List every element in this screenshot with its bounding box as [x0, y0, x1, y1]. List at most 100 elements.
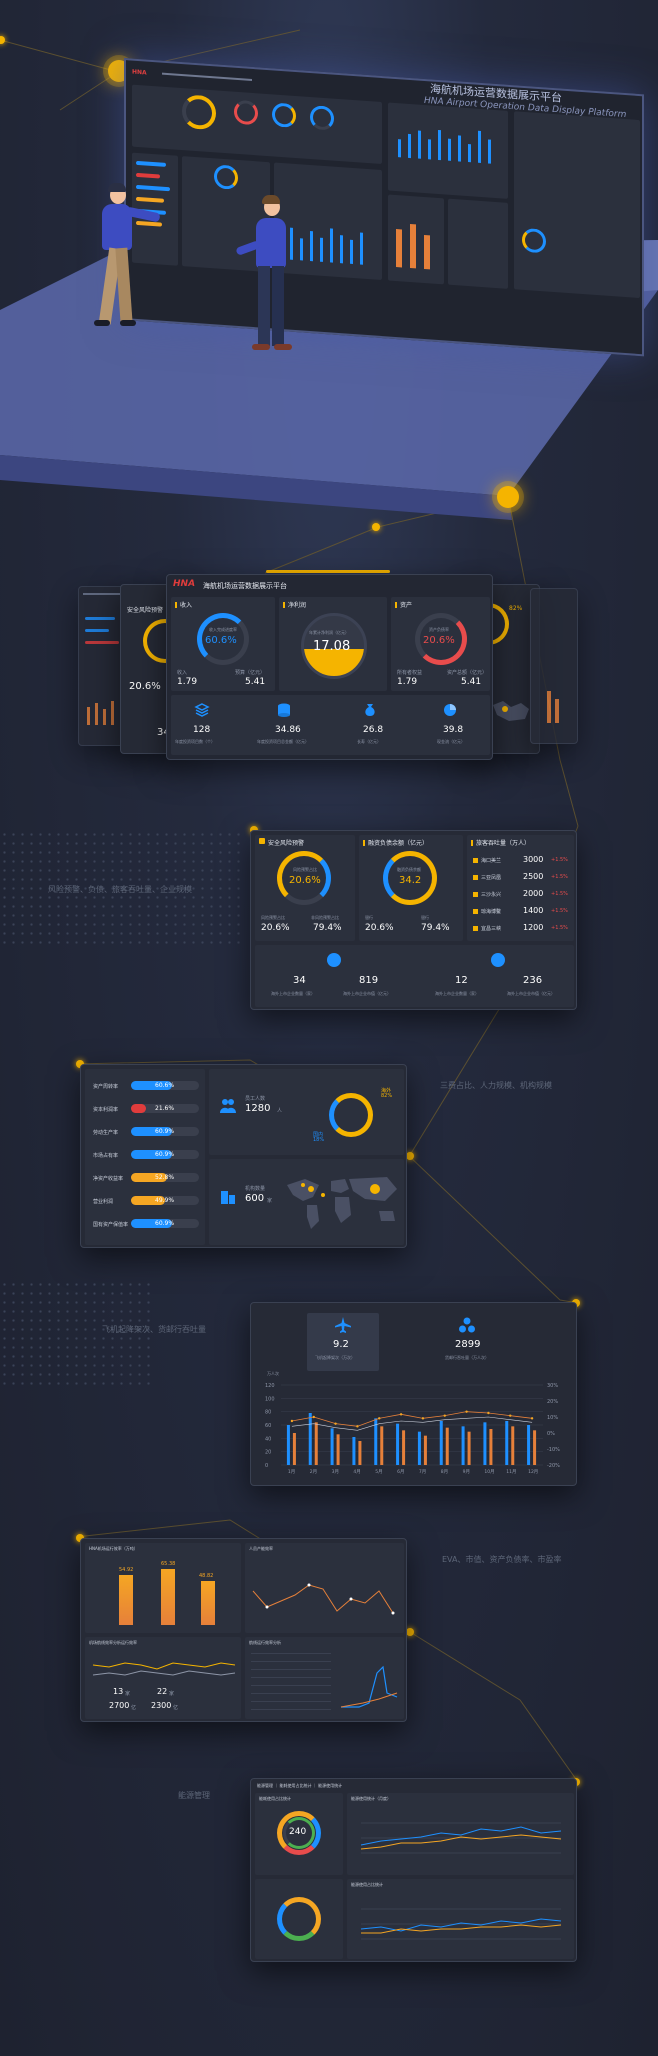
globe-icon	[327, 953, 341, 967]
ratio-label: 国有资产保值率	[93, 1222, 129, 1228]
line-point	[465, 1410, 468, 1413]
airport-change: +1.5%	[551, 874, 568, 880]
main-title: 海航机场运营数据展示平台	[203, 582, 287, 590]
ratio-fill	[131, 1150, 172, 1159]
risk-a-value: 20.6%	[261, 923, 290, 933]
y-tick-right: -20%	[547, 1463, 560, 1469]
bar-orange	[423, 1435, 427, 1465]
ratio-label: 劳动生产率	[93, 1130, 119, 1136]
income-ring	[197, 613, 249, 665]
airport-square-icon	[473, 892, 478, 897]
x-tick: 2月	[310, 1469, 317, 1475]
y-tick-left: 100	[265, 1396, 275, 1402]
y-tick-right: 20%	[547, 1399, 558, 1405]
x-tick: 3月	[332, 1469, 339, 1475]
passenger-panel: 旅客吞吐量（万人） 海口美兰 3000 +1.5% 三亚凤凰 2500 +1.5% 三沙永兴…	[467, 835, 574, 941]
x-tick: 9月	[463, 1469, 470, 1475]
stat-label: 现金流（亿元）	[437, 739, 465, 744]
energy-line-panel-2: 能源使用占比统计	[347, 1879, 574, 1959]
eva-bar	[119, 1575, 133, 1625]
p1-title: HNA机场运行效率（万吨）	[89, 1546, 138, 1551]
capacity-line	[252, 1583, 395, 1615]
p3-title: 机场航线效率分析运行效率	[89, 1640, 137, 1645]
x-tick: 8月	[441, 1469, 448, 1475]
x-tick: 7月	[419, 1469, 426, 1475]
ratio-label: 净资产收益率	[93, 1176, 124, 1182]
income-ring-label: 收入完成进度率	[209, 627, 237, 632]
y-tick-right: 0%	[547, 1431, 555, 1437]
ratio-value: 60.9%	[155, 1220, 175, 1227]
p3-title: 能源使用占比统计	[351, 1882, 383, 1887]
risk-b-label: 非风险预警占比	[311, 915, 339, 920]
risk-panel: 安全风险预警 风险预警占比 20.6% 风险预警占比 非风险预警占比 20.6%…	[255, 835, 355, 941]
node	[76, 1060, 84, 1068]
bar-blue	[417, 1431, 421, 1465]
hero-screen-logo: HNA	[132, 68, 147, 77]
overseas-panel: 34 819 12 236 海外上市企业数量（家） 海外上市企业市值（亿元） 海…	[255, 945, 574, 1007]
ratio-value: 49.9%	[155, 1197, 175, 1204]
debt-b-label: 银行	[421, 915, 429, 920]
energy-card: 能源管理 ｜ 能耗使用占比统计 ｜ 能源使用统计 能耗使用占比统计 240 能源…	[250, 1778, 577, 1962]
p2-title: 能源使用统计（月度）	[351, 1796, 391, 1801]
line-point	[509, 1414, 512, 1417]
world-map	[287, 1177, 397, 1229]
risk-a-label: 风险预警占比	[261, 915, 285, 920]
route-line	[92, 1662, 236, 1676]
ratio-label: 资本利润率	[93, 1107, 119, 1113]
airport-row: 宜昌三峡 1200 +1.5%	[471, 923, 571, 937]
income-a-value: 1.79	[177, 677, 198, 687]
asset-ring-value: 20.6%	[423, 635, 455, 646]
stat-value: 128	[193, 725, 211, 735]
y-tick-left: 40	[265, 1436, 271, 1442]
section-tag-3: 飞机起降架次、货邮行吞吐量	[102, 1325, 206, 1334]
x-tick: 4月	[353, 1469, 360, 1475]
line-point	[290, 1419, 294, 1423]
airport-row: 三沙永兴 2000 +1.5%	[471, 889, 571, 903]
ring-a-label: 海外	[381, 1088, 392, 1094]
bar-orange	[467, 1431, 471, 1465]
debt-ring-value: 34.2	[399, 875, 422, 886]
org-value: 600	[245, 1193, 265, 1204]
energy-ring-panel: 能耗使用占比统计 240	[255, 1793, 343, 1875]
airport-name: 三沙永兴	[481, 892, 502, 898]
x-tick: 6月	[397, 1469, 404, 1475]
asset-a-value: 1.79	[397, 677, 418, 687]
y-tick-left: 80	[265, 1410, 271, 1416]
bar-orange	[402, 1430, 406, 1465]
p2-title: 人员产能效率	[249, 1546, 273, 1551]
pie-icon	[443, 703, 457, 717]
bar-orange	[511, 1426, 515, 1465]
energy-line-panel: 能源使用统计（月度）	[347, 1793, 574, 1875]
ratio-fill	[131, 1104, 146, 1113]
main-logo: HNA	[173, 579, 196, 589]
airport-name: 宜昌三峡	[481, 926, 502, 932]
income-title: 收入	[175, 600, 192, 609]
hero-node-bottom	[497, 486, 519, 508]
y-tick-left: 120	[265, 1383, 275, 1389]
line-point	[530, 1417, 534, 1420]
stat-value: 2300	[151, 1701, 172, 1710]
profit-title: 净利润	[283, 600, 306, 609]
stat-label: 年度投资项目数（个）	[175, 739, 215, 744]
airport-value: 2500	[523, 872, 544, 881]
capacity-panel: 人员产能效率	[245, 1543, 404, 1633]
peek-left-title: 安全风险预警	[127, 607, 164, 614]
bar-blue	[461, 1426, 465, 1465]
line-series	[291, 1411, 533, 1427]
airport-row: 海口美兰 3000 +1.5%	[471, 855, 571, 869]
ratio-panel: 资产周转率 60.6% 资本利润率 21.6% 劳动生产率 60.9% 市场占有率 60.9%…	[85, 1069, 205, 1245]
org-unit: 家	[267, 1198, 273, 1204]
bar-orange	[533, 1430, 537, 1465]
section-tag-1: 风险预警、负债、旅客吞吐量、企业规模	[48, 885, 192, 894]
route-panel: 机场航线效率分析运行效率 13 家 22 家 2700 亿 2300 亿	[85, 1637, 241, 1719]
bar-orange	[336, 1434, 340, 1465]
overseas-value: 34	[293, 975, 306, 986]
line-point	[487, 1411, 490, 1415]
airport-square-icon	[473, 875, 478, 880]
staff-label: 员工人数	[245, 1096, 266, 1102]
flights-unit: 万人次	[267, 1371, 279, 1376]
peek-card-far-right	[530, 588, 578, 744]
stat-value: 13	[113, 1687, 124, 1696]
eva-bar-panel: HNA机场运行效率（万吨） 54.92 65.38 48.82	[85, 1543, 241, 1633]
